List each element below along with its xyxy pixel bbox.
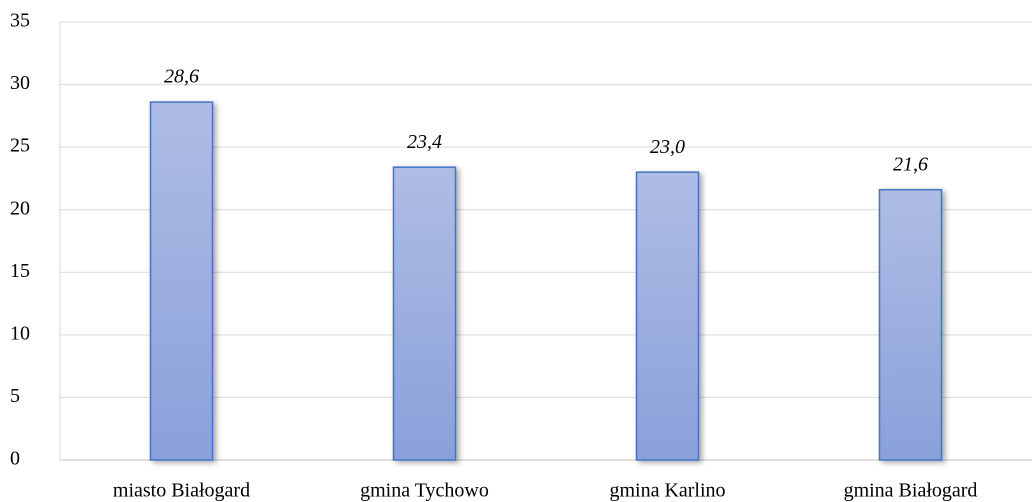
y-tick-label: 5 — [10, 385, 20, 407]
y-tick-label: 15 — [10, 260, 30, 282]
bar — [149, 101, 214, 461]
x-tick-label: miasto Białogard — [113, 480, 250, 502]
x-tick-label: gmina Białogard — [844, 480, 978, 502]
y-tick-label: 10 — [10, 322, 30, 344]
value-label: 23,0 — [650, 136, 685, 158]
bar — [392, 166, 457, 461]
value-label: 28,6 — [164, 66, 199, 88]
y-tick-label: 0 — [10, 448, 20, 470]
bar — [878, 188, 943, 461]
y-tick-label: 20 — [10, 197, 30, 219]
y-tick-label: 30 — [10, 72, 30, 94]
y-tick-label: 25 — [10, 135, 30, 157]
x-tick-label: gmina Tychowo — [360, 480, 489, 502]
bar — [635, 171, 700, 461]
x-tick-label: gmina Karlino — [609, 480, 725, 502]
value-label: 21,6 — [893, 153, 928, 175]
value-label: 23,4 — [407, 131, 442, 153]
y-tick-label: 35 — [10, 10, 30, 32]
